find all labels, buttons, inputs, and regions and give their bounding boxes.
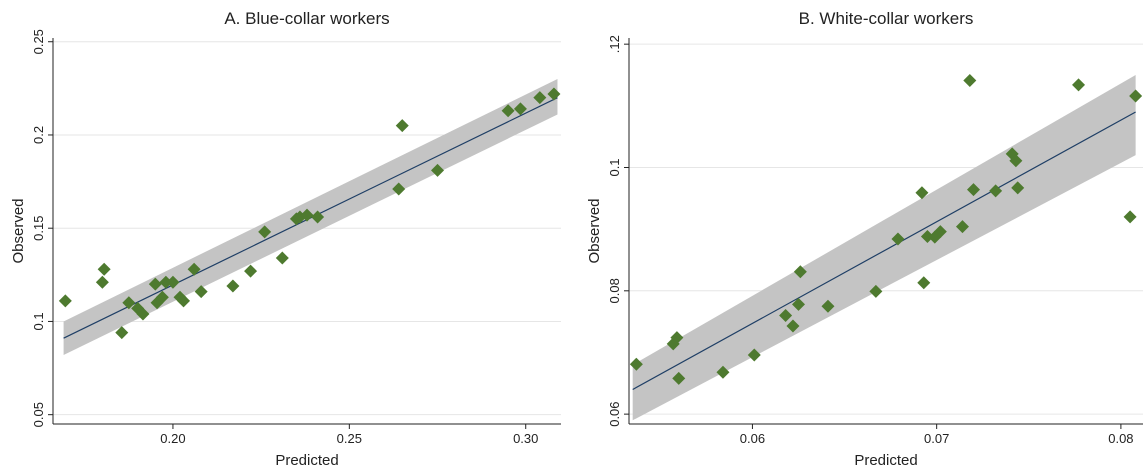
data-point <box>58 294 72 308</box>
y-tick-label: 0.15 <box>31 216 46 241</box>
chart-title: B. White-collar workers <box>799 9 974 28</box>
data-point <box>915 186 929 200</box>
y-tick-label: 0.1 <box>607 158 622 176</box>
data-point <box>955 220 969 234</box>
data-point <box>431 163 445 177</box>
data-point <box>194 285 208 299</box>
x-tick-label: 0.30 <box>513 431 538 446</box>
data-point <box>226 279 240 293</box>
data-point <box>122 296 136 310</box>
data-point <box>533 91 547 105</box>
y-axis-label: Observed <box>10 198 27 263</box>
data-point <box>275 251 289 265</box>
x-axis-label: Predicted <box>275 452 338 469</box>
data-point <box>920 230 934 244</box>
data-point <box>148 277 162 291</box>
confidence-band <box>632 74 1136 421</box>
data-point <box>963 74 977 88</box>
data-point <box>917 276 931 290</box>
data-point <box>155 290 169 304</box>
data-point <box>513 102 527 116</box>
data-point <box>793 265 807 279</box>
x-tick-label: 0.08 <box>1108 431 1133 446</box>
data-point <box>869 284 883 298</box>
data-point <box>392 182 406 196</box>
data-point <box>933 225 947 239</box>
data-point <box>244 264 258 278</box>
data-point <box>716 365 730 379</box>
data-point <box>187 262 201 276</box>
data-point <box>159 275 173 289</box>
y-tick-label: 0.1 <box>31 312 46 330</box>
blue-collar-scatter-chart: 0.20 0.25 0.30 0.05 0.1 0.15 0.2 0.25 A. Blue-co… <box>10 9 561 469</box>
data-point <box>1129 89 1143 103</box>
data-point <box>989 184 1003 198</box>
white-collar-scatter-chart: 0.06 0.07 0.08 0.06 0.08 0.1 .12 B. White-colla… <box>586 9 1143 469</box>
x-tick-label: 0.20 <box>160 431 185 446</box>
data-point <box>177 294 191 308</box>
data-point <box>629 357 643 371</box>
data-point <box>115 326 129 340</box>
data-point <box>967 183 981 197</box>
data-point <box>747 348 761 362</box>
data-point <box>672 371 686 385</box>
x-tick-label: 0.25 <box>337 431 362 446</box>
data-point <box>786 319 800 333</box>
data-point <box>791 297 805 311</box>
y-tick-label: 0.25 <box>31 29 46 54</box>
fit-line <box>632 111 1136 390</box>
data-point <box>1072 78 1086 92</box>
data-point <box>1123 210 1137 224</box>
data-point <box>501 104 515 118</box>
y-tick-label: 0.2 <box>31 126 46 144</box>
data-point <box>311 210 325 224</box>
data-point <box>547 87 561 101</box>
x-tick-label: 0.07 <box>924 431 949 446</box>
data-point <box>97 262 111 276</box>
data-point <box>258 225 272 239</box>
data-point <box>821 299 835 313</box>
data-point <box>95 275 109 289</box>
y-axis-label: Observed <box>586 198 603 263</box>
y-tick-label: 0.06 <box>607 401 622 426</box>
chart-panel-blue-collar: 0.20 0.25 0.30 0.05 0.1 0.15 0.2 0.25 A. Blue-co… <box>0 0 573 471</box>
chart-panel-white-collar: 0.06 0.07 0.08 0.06 0.08 0.1 .12 B. White-colla… <box>573 0 1146 471</box>
x-tick-label: 0.06 <box>740 431 765 446</box>
data-point <box>1011 181 1025 195</box>
data-point <box>166 275 180 289</box>
data-point <box>670 331 684 345</box>
chart-title: A. Blue-collar workers <box>224 9 389 28</box>
data-point <box>779 308 793 322</box>
data-point <box>666 337 680 351</box>
y-tick-label: 0.08 <box>607 278 622 303</box>
data-point <box>300 208 314 222</box>
y-tick-label: 0.05 <box>31 402 46 427</box>
y-tick-label: .12 <box>607 35 622 53</box>
data-point <box>1009 154 1023 168</box>
data-point <box>136 307 150 321</box>
data-point <box>395 119 409 133</box>
x-axis-label: Predicted <box>854 452 917 469</box>
data-point <box>891 232 905 246</box>
